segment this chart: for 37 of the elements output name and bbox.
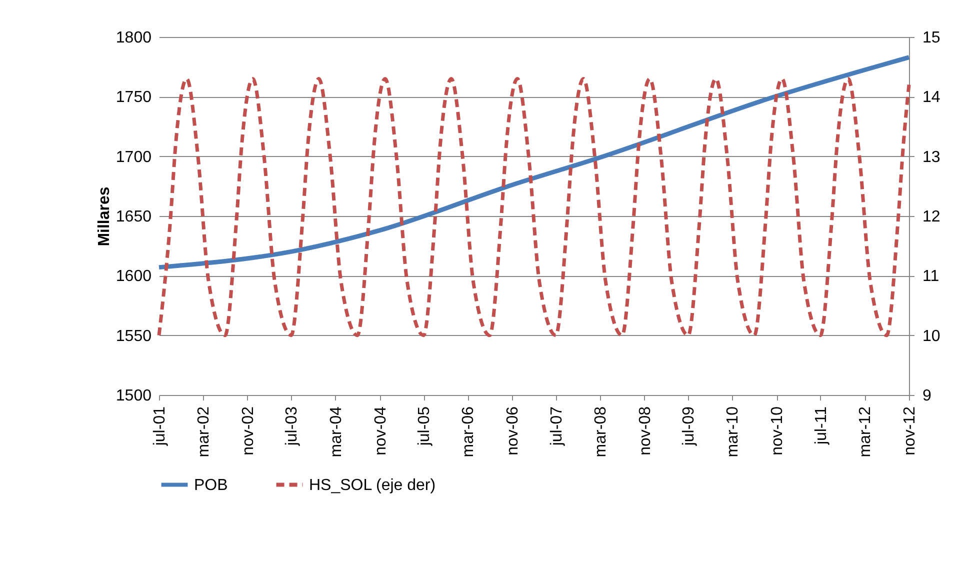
y2-tick-label: 10 (922, 328, 940, 345)
x-tick-label: jul-09 (680, 406, 698, 447)
x-tick-label: nov-10 (769, 406, 786, 456)
y2-tick-label: 15 (922, 30, 940, 46)
x-tick-label: nov-02 (240, 406, 257, 456)
y2-tick-label: 11 (922, 268, 940, 286)
line-series (156, 55, 912, 270)
y-tick-label: 1550 (116, 328, 152, 345)
x-tick-label: mar-04 (328, 406, 345, 458)
y-tick-label: 1600 (116, 268, 152, 286)
line-series (157, 77, 911, 338)
y-tick-label: 1500 (116, 388, 152, 404)
y-tick-label: 1800 (116, 30, 152, 46)
y2-tick-label: 12 (922, 208, 940, 226)
x-tick-label: mar-06 (460, 406, 478, 458)
y-tick-label: 1650 (116, 208, 152, 226)
legend-label: POB (194, 476, 228, 494)
x-tick-label: nov-08 (636, 406, 654, 456)
x-tick-label: jul-01 (152, 406, 168, 447)
y2-tick-label: 9 (922, 388, 932, 404)
x-tick-label: nov-12 (902, 406, 918, 456)
x-tick-label: mar-02 (196, 406, 213, 458)
x-tick-label: jul-11 (812, 406, 830, 446)
y-tick-label: 1700 (116, 148, 152, 166)
y-axis-title: Millares (96, 186, 113, 246)
y2-tick-label: 13 (922, 148, 940, 166)
x-tick-label: nov-06 (504, 406, 522, 456)
x-tick-label: jul-05 (416, 406, 434, 447)
y2-tick-label: 14 (922, 89, 940, 106)
x-tick-label: mar-08 (592, 406, 610, 458)
x-tick-label: jul-07 (548, 406, 566, 447)
x-tick-label: mar-10 (724, 406, 742, 458)
x-tick-label: jul-03 (284, 406, 301, 447)
x-tick-label: nov-04 (372, 406, 390, 456)
legend-label: HS_SOL (eje der) (309, 476, 436, 494)
x-tick-label: mar-12 (857, 406, 874, 458)
y-tick-label: 1750 (116, 89, 152, 106)
